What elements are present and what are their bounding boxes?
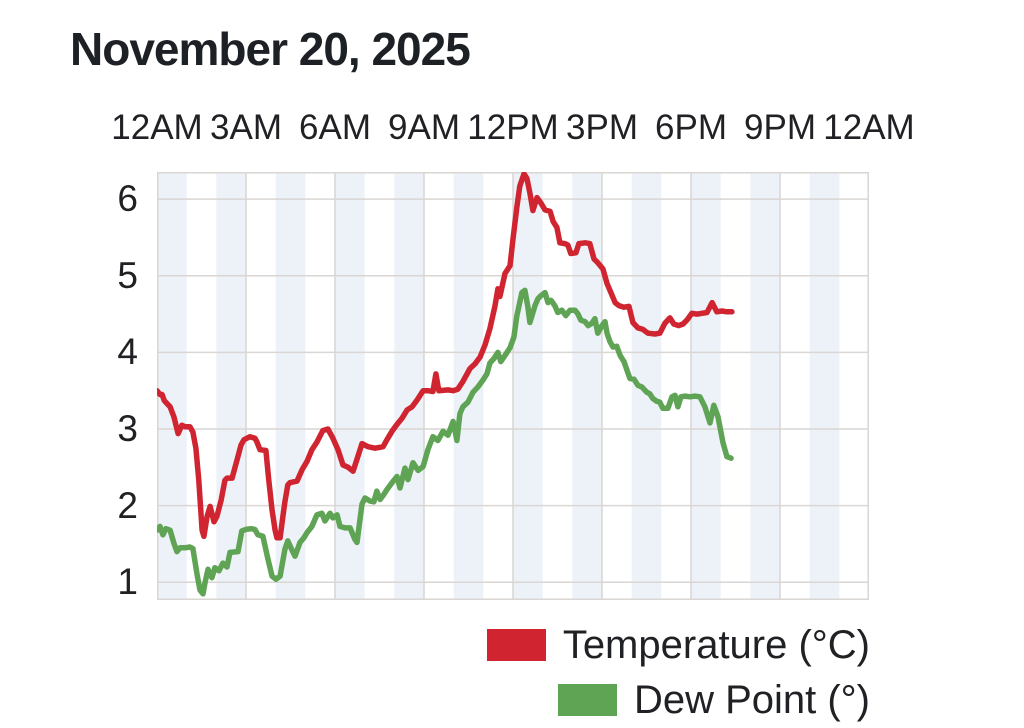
legend: Temperature (°C) Dew Point (°): [486, 622, 870, 723]
x-tick-label: 12PM: [467, 108, 559, 147]
y-tick-label: 1: [117, 561, 138, 603]
x-axis-labels: 12AM 3AM 6AM 9AM 12PM 3PM 6PM 9PM 12AM: [111, 108, 914, 148]
y-tick-label: 5: [117, 254, 138, 296]
y-tick-label: 3: [117, 408, 138, 450]
legend-item-dew-point: Dew Point (°): [557, 677, 870, 723]
series-line-temperature: [157, 172, 735, 541]
x-tick-label: 12AM: [111, 108, 203, 147]
y-tick-label: 2: [117, 484, 138, 526]
chart-title: November 20, 2025: [70, 23, 471, 75]
series-line-dew-point: [157, 287, 734, 597]
x-tick-label: 6AM: [299, 108, 371, 147]
hour-band: [572, 172, 602, 600]
hour-band: [513, 172, 543, 600]
hour-band: [394, 172, 424, 600]
y-tick-label: 4: [117, 331, 138, 373]
y-axis-labels: 1 2 3 4 5 6: [0, 0, 138, 728]
hour-band: [809, 172, 840, 600]
x-tick-label: 9AM: [388, 108, 460, 147]
dew-point-legend-label: Dew Point (°): [633, 678, 870, 722]
hour-band: [750, 172, 780, 600]
x-tick-label: 9PM: [744, 108, 816, 147]
temperature-legend-label: Temperature (°C): [562, 623, 870, 667]
legend-item-temperature: Temperature (°C): [486, 622, 870, 668]
x-tick-label: 12AM: [823, 108, 915, 147]
dew-point-swatch: [557, 684, 617, 716]
hour-band: [691, 172, 721, 600]
x-tick-label: 3PM: [566, 108, 638, 147]
plot-border: [157, 172, 869, 600]
temperature-swatch: [486, 629, 546, 661]
y-tick-label: 6: [117, 178, 138, 220]
x-tick-label: 3AM: [210, 108, 282, 147]
plot-area: [157, 172, 869, 600]
x-tick-label: 6PM: [655, 108, 727, 147]
